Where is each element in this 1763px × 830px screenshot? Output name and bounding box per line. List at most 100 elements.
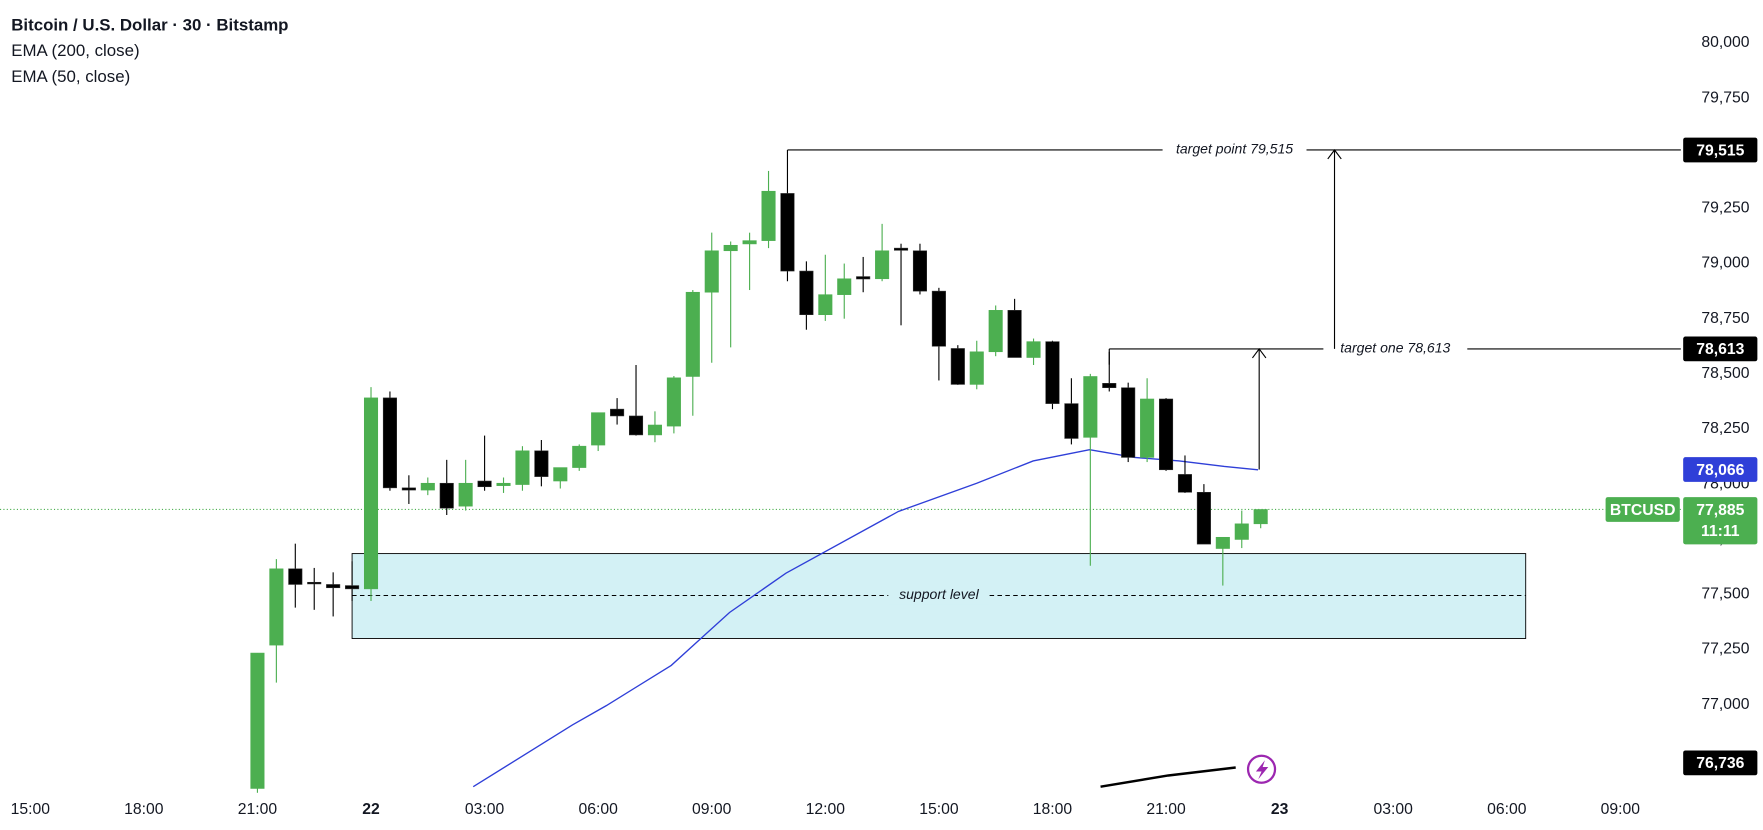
last-price-badge [1683,497,1758,545]
candle-body [363,397,379,590]
candle-body [685,291,700,377]
price-badge [1683,336,1758,362]
candle-body [553,467,568,482]
y-tick-label: 77,500 [1701,586,1749,603]
label-bg [1323,339,1468,358]
candle-body [1140,398,1155,458]
candle-body [439,482,454,509]
candle-body [780,193,795,272]
label-bg [888,586,990,605]
candle-body [250,652,265,789]
y-tick-label: 77,000 [1701,696,1749,713]
chart-title: Bitcoin / U.S. Dollar · 30 · Bitstamp [11,15,288,34]
candle-body [647,424,662,436]
candle-body [628,415,644,436]
x-tick-label: 22 [362,801,380,818]
candle-body [1234,523,1249,540]
x-tick-label: 06:00 [1487,801,1527,818]
candle-body [950,348,965,385]
candle-body [534,450,549,477]
y-tick-label: 77,250 [1701,641,1749,658]
candle-body [1026,341,1041,358]
label-bg [1162,140,1307,159]
candle-body [931,290,946,347]
price-badge [1683,457,1758,482]
candle-body [856,276,871,280]
y-tick-label: 79,750 [1701,89,1749,106]
price-badge [1683,137,1758,163]
candle-body [1121,387,1136,458]
candle-body [799,270,814,316]
candle-body [1215,536,1230,549]
candle-body [742,240,757,245]
candle-body [1083,376,1098,438]
candle-body [875,250,890,280]
x-tick-label: 21:00 [1146,801,1186,818]
y-tick-label: 80,000 [1701,34,1749,51]
last-price-label: 77,885 [1696,502,1744,519]
candle-body [761,190,776,241]
y-tick-label: 78,500 [1701,365,1749,382]
ema-line [1100,766,1236,788]
y-tick-label: 78,250 [1701,420,1749,437]
candle-body [477,480,492,488]
candle-body [420,482,435,491]
candle-body [818,294,833,316]
candle-body [496,482,511,486]
candle-body [269,568,284,646]
candle-body [345,585,360,590]
candle-body [1177,474,1193,493]
candle-body [1253,509,1268,525]
candle-body [969,351,984,385]
candle-body [307,581,322,585]
x-tick-label: 18:00 [124,801,164,818]
symbol-label: BTCUSD [1610,502,1676,519]
candle-body [288,568,303,585]
candle-body [572,445,587,468]
candle-body [326,584,341,589]
x-tick-label: 09:00 [692,801,732,818]
candle-body [1045,341,1060,404]
candle-body [610,408,625,417]
price-badge-label: 78,613 [1696,341,1744,358]
y-tick-label: 78,750 [1701,310,1749,327]
candle-body [988,310,1003,353]
icon [1255,760,1269,780]
candle-body [723,244,738,252]
y-tick-label: 79,000 [1701,255,1749,272]
candle-body [1007,310,1022,358]
x-tick-label: 12:00 [806,801,846,818]
candle-body [1102,383,1117,389]
support-label: support level [899,586,980,602]
y-tick-label: 79,250 [1701,200,1749,217]
price-badge-label: 76,736 [1696,755,1744,772]
candle-body [591,412,606,446]
x-tick-label: 03:00 [465,801,505,818]
candle-body [837,278,852,295]
candle-body [704,250,719,293]
x-tick-label: 21:00 [238,801,278,818]
target-label: target one 78,613 [1340,340,1450,356]
price-badge-label: 79,515 [1696,142,1744,159]
candle-body [1196,491,1211,545]
x-tick-label: 23 [1271,801,1289,818]
x-tick-label: 03:00 [1374,801,1414,818]
indicator-legend: EMA (50, close) [11,67,130,86]
candle-body [515,450,530,485]
target-label: target point 79,515 [1176,141,1293,157]
x-tick-label: 15:00 [919,801,959,818]
arrow-head [1251,347,1267,359]
candle-body [912,250,927,292]
symbol-badge [1605,497,1680,522]
price-badge [1683,750,1758,776]
candle-body [1159,398,1174,471]
candle-body [894,247,909,251]
candle-body [382,397,397,489]
x-tick-label: 06:00 [578,801,618,818]
x-tick-label: 15:00 [11,801,51,818]
indicator-legend: EMA (200, close) [11,41,139,60]
countdown: 11:11 [1701,523,1740,540]
x-tick-label: 18:00 [1033,801,1073,818]
x-tick-label: 09:00 [1601,801,1641,818]
